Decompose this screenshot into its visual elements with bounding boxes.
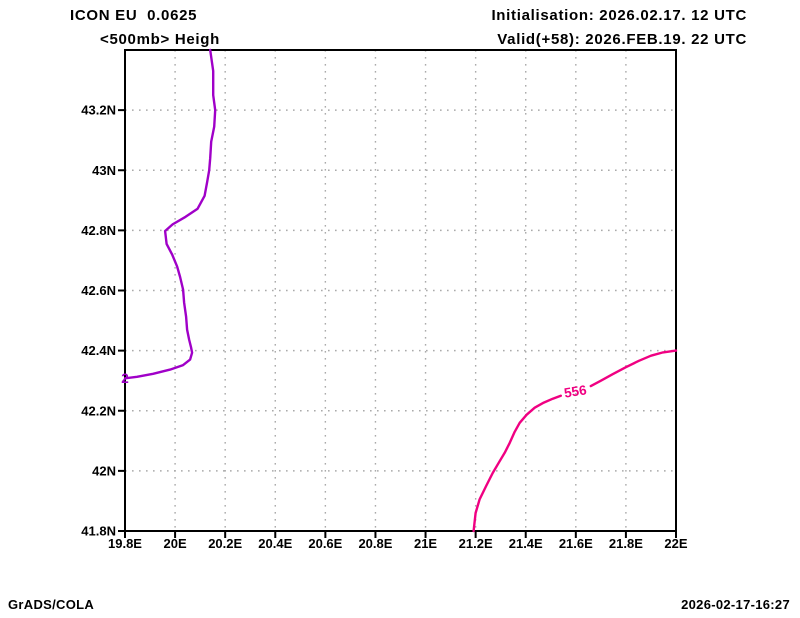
contour-line-2 <box>123 48 217 380</box>
x-tick-label: 22E <box>664 536 687 551</box>
model-title: ICON EU 0.0625 <box>70 7 198 24</box>
x-tick-label: 20.8E <box>358 536 392 551</box>
contour-label-556: 556 <box>563 382 588 400</box>
y-tick-label: 43N <box>92 163 116 178</box>
x-tick-label: 21.8E <box>609 536 643 551</box>
contour-line-556 <box>472 394 562 533</box>
x-tick-label: 21.2E <box>459 536 493 551</box>
x-tick-label: 19.8E <box>108 536 142 551</box>
x-tick-label: 21.6E <box>559 536 593 551</box>
x-tick-label: 21E <box>414 536 437 551</box>
render-timestamp: 2026-02-17-16:27 <box>681 597 790 612</box>
plot-frame <box>124 49 677 532</box>
grads-credit: GrADS/COLA <box>8 597 95 612</box>
y-tick-label: 42.6N <box>81 283 116 298</box>
field-title: <500mb> Heigh <box>100 31 220 48</box>
y-tick-label: 42N <box>92 463 116 478</box>
y-tick-label: 42.4N <box>81 343 116 358</box>
x-tick-label: 20E <box>164 536 187 551</box>
x-tick-label: 20.2E <box>208 536 242 551</box>
valid-time: Valid(+58): 2026.FEB.19. 22 UTC <box>497 31 747 48</box>
y-tick-label: 43.2N <box>81 103 116 118</box>
y-tick-label: 42.2N <box>81 403 116 418</box>
y-tick-label: 41.8N <box>81 524 116 539</box>
x-tick-label: 21.4E <box>509 536 543 551</box>
initialisation-time: Initialisation: 2026.02.17. 12 UTC <box>491 7 747 24</box>
x-tick-label: 20.6E <box>308 536 342 551</box>
contour-label-2: 2 <box>121 371 129 386</box>
y-tick-label: 42.8N <box>81 223 116 238</box>
contour-line-556 <box>589 349 678 388</box>
x-tick-label: 20.4E <box>258 536 292 551</box>
